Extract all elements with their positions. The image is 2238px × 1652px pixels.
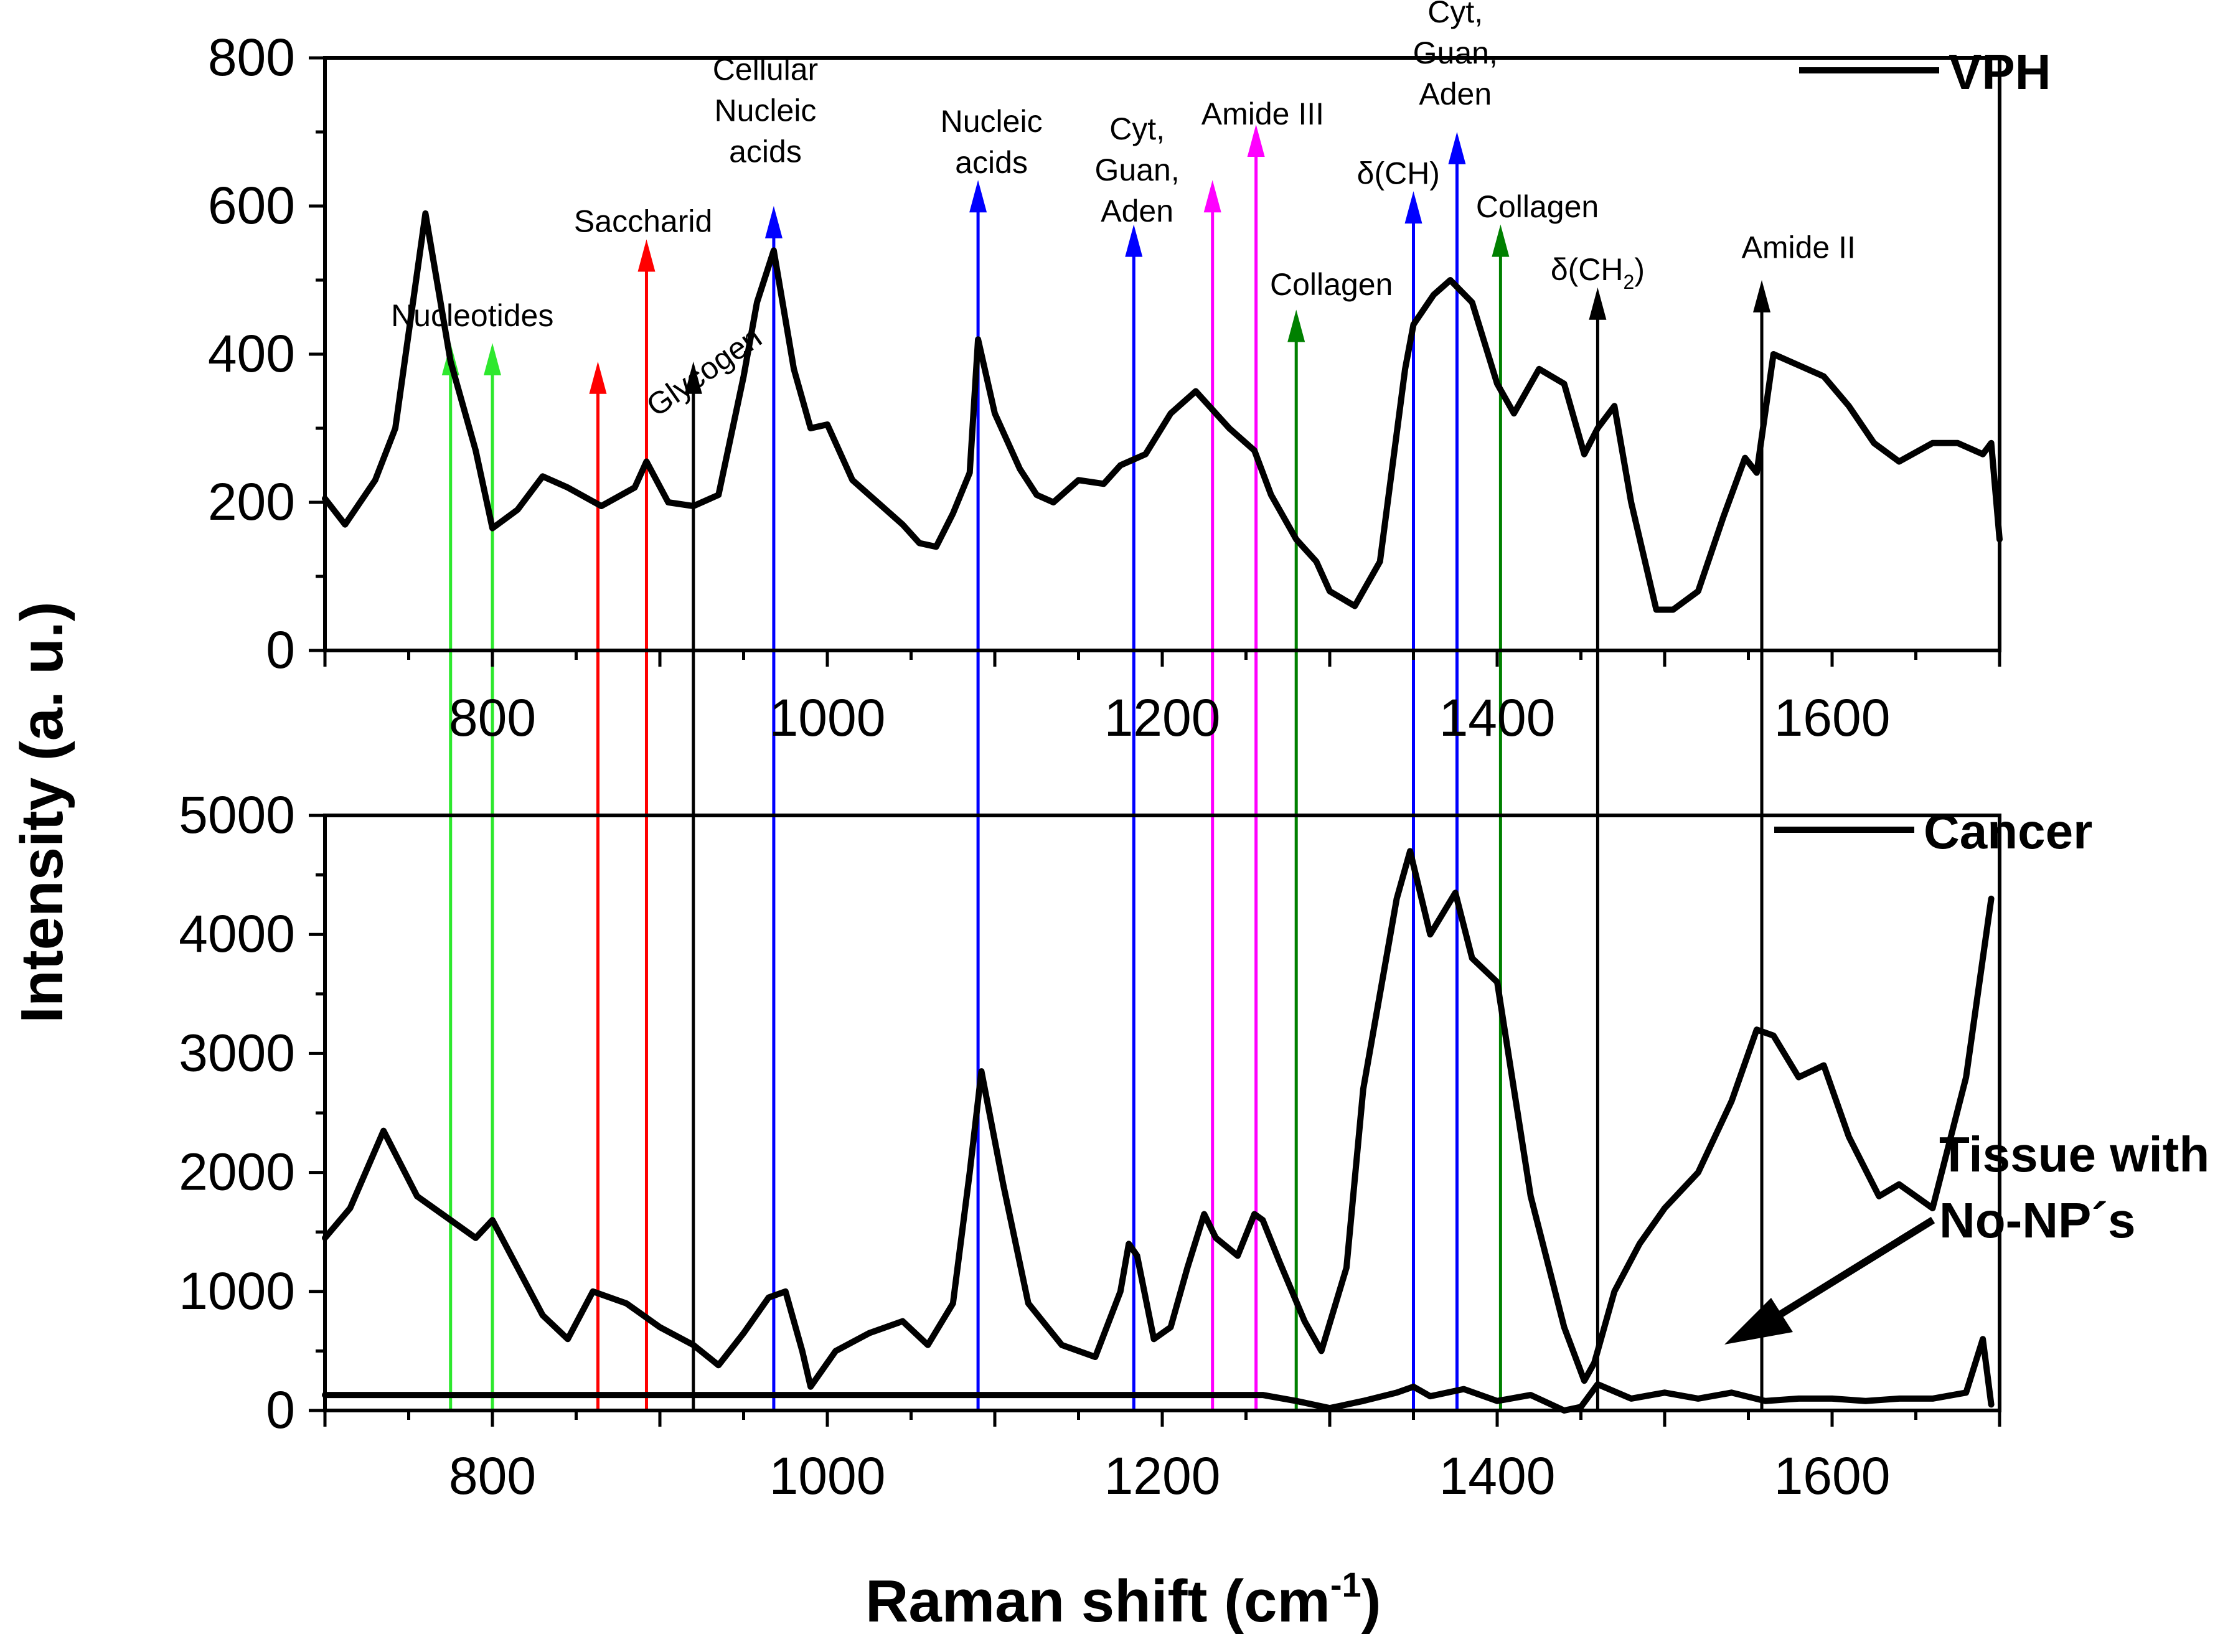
peak-label-12: Amide II — [1741, 230, 1855, 265]
peak-label-5: Cyt, Guan, Aden — [1095, 111, 1180, 228]
panel-bottom-x-tick-label: 1200 — [1104, 1447, 1221, 1505]
peak-label-10: Collagen — [1476, 189, 1599, 224]
y-axis-title: Intensity (a. u.) — [9, 601, 75, 1023]
peak-label-9: Cyt, Guan, Aden — [1413, 0, 1498, 111]
panel-top-y-tick-label: 200 — [208, 472, 295, 531]
panel-bottom-y-tick-label: 2000 — [179, 1143, 295, 1201]
x-axis-title-superscript: -1 — [1330, 1565, 1361, 1604]
panel-top-x-tick-label: 800 — [449, 688, 536, 747]
marker-arrowhead-13 — [1492, 224, 1510, 257]
peak-label-8: δ(CH) — [1357, 156, 1440, 190]
marker-arrowhead-2 — [589, 361, 607, 394]
panel-bottom-x-tick-label: 1400 — [1439, 1447, 1556, 1505]
marker-arrowhead-11 — [1404, 191, 1422, 224]
peak-label-4: Nucleic acids — [941, 104, 1043, 180]
marker-arrowhead-6 — [969, 180, 987, 213]
peak-label-7: Collagen — [1270, 267, 1393, 302]
panel-top-frame — [323, 56, 2001, 652]
panel-top-x-tick-label: 1000 — [769, 688, 886, 747]
panel-top-y-tick-label: 400 — [208, 324, 295, 383]
no-np-annotation-line-2: No-NP´s — [1939, 1193, 2136, 1248]
marker-arrowhead-5 — [764, 205, 783, 238]
peak-label-11: δ(CH2) — [1551, 252, 1645, 293]
panel-bottom-y-tick-label: 3000 — [179, 1023, 295, 1082]
panel-bottom-x-tick-label: 1000 — [769, 1447, 886, 1505]
marker-arrowhead-3 — [637, 239, 656, 272]
x-axis-title: Raman shift (cm-1) — [865, 1565, 1381, 1635]
panel-bottom-y-tick-label: 5000 — [179, 786, 295, 844]
panel-top-y-tick-label: 800 — [208, 28, 295, 87]
panel-bottom-y-tick-label: 1000 — [179, 1262, 295, 1320]
panel-top-x-tick-label: 1400 — [1439, 688, 1556, 747]
series-bottom-0 — [322, 848, 1995, 1390]
no-np-annotation-arrow-head — [1724, 1298, 1793, 1345]
marker-arrowhead-1 — [484, 343, 501, 376]
marker-arrowhead-10 — [1287, 309, 1305, 342]
legend-vph-label: VPH — [1949, 44, 2051, 100]
series-top-0 — [322, 210, 2003, 613]
no-np-annotation: Tissue with No-NP´s — [1724, 1127, 2209, 1345]
peak-label-3: Cellular Nucleic acids — [713, 52, 819, 169]
panel-bottom-y-tick-label: 0 — [266, 1381, 295, 1439]
legend-vph: VPH — [1799, 44, 2051, 100]
peak-marker-arrows — [441, 124, 1771, 1410]
series-bottom-1 — [322, 1336, 1995, 1414]
marker-arrowhead-7 — [1125, 224, 1143, 257]
panel-bottom-x-tick-label: 1600 — [1774, 1447, 1891, 1505]
marker-arrowhead-15 — [1753, 279, 1771, 312]
no-np-annotation-line-1: Tissue with — [1939, 1127, 2209, 1182]
legend-cancer: Cancer — [1774, 804, 2092, 859]
marker-arrowhead-14 — [1589, 287, 1607, 320]
marker-arrowhead-8 — [1203, 180, 1221, 213]
panel-top-y-tick-label: 0 — [266, 621, 295, 679]
no-np-annotation-arrow-shaft — [1759, 1216, 1935, 1330]
marker-arrowhead-4 — [684, 361, 702, 394]
panel-top-x-tick-label: 1200 — [1104, 688, 1221, 747]
panel-top-x-tick-label: 1600 — [1774, 688, 1891, 747]
peak-label-0: Nucleotides — [391, 298, 553, 333]
panel-bottom-x-tick-label: 800 — [449, 1447, 536, 1505]
axes-frames: 800 1000 1200 1400 1600 0 200 400 600 800 800 1000 1… — [179, 28, 2001, 1505]
panel-top-y-tick-label: 600 — [208, 176, 295, 235]
x-axis-title-close: ) — [1361, 1568, 1381, 1635]
peak-label-6: Amide III — [1201, 96, 1324, 131]
panel-bottom-y-tick-label: 4000 — [179, 904, 295, 963]
marker-arrowhead-12 — [1448, 131, 1466, 164]
peak-label-2: Glycogen — [640, 319, 768, 423]
x-axis-title-main: Raman shift (cm — [865, 1568, 1330, 1635]
legend-cancer-label: Cancer — [1924, 804, 2092, 859]
marker-arrowhead-9 — [1247, 124, 1265, 157]
peak-label-1: Saccharid — [574, 204, 712, 239]
peak-annotation-labels: Nucleotides Saccharid Glycogen Cellular Nucl… — [391, 0, 1856, 423]
spectra-series — [322, 210, 2003, 1414]
